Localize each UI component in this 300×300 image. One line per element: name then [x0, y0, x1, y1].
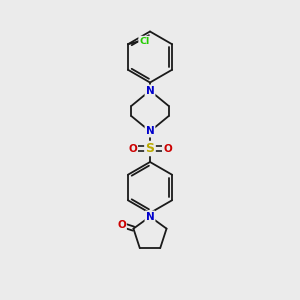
Text: O: O — [117, 220, 126, 230]
Text: N: N — [146, 85, 154, 96]
Text: Cl: Cl — [139, 37, 149, 46]
Text: S: S — [146, 142, 154, 155]
Text: O: O — [128, 143, 137, 154]
Text: N: N — [146, 212, 154, 222]
Text: O: O — [163, 143, 172, 154]
Text: N: N — [146, 126, 154, 136]
